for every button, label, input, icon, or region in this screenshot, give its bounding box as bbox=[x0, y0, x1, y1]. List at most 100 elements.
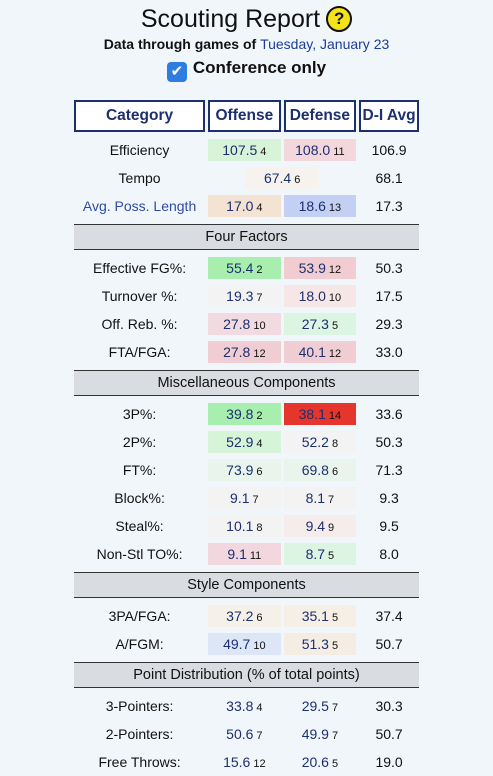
defense-cell: 51.3 5 bbox=[283, 630, 357, 658]
offense-value: 49.7 bbox=[223, 636, 251, 652]
offense-value: 17.0 bbox=[226, 198, 254, 214]
table-header-row: Category Offense Defense D-I Avg bbox=[74, 100, 419, 132]
tempo-rank: 6 bbox=[294, 174, 301, 186]
defense-rank: 12 bbox=[328, 264, 342, 276]
d1-avg-value: 50.7 bbox=[375, 726, 403, 742]
defense-value-box: 108.0 11 bbox=[283, 139, 357, 161]
d1-avg-value: 71.3 bbox=[375, 462, 403, 478]
defense-value-box: 20.6 5 bbox=[283, 751, 357, 773]
defense-cell: 108.0 11 bbox=[283, 136, 357, 164]
offense-cell: 73.9 6 bbox=[208, 456, 281, 484]
subtitle-date-link[interactable]: Tuesday, January 23 bbox=[260, 36, 390, 52]
section-header-row: Style Components bbox=[74, 572, 419, 598]
offense-value: 27.8 bbox=[223, 344, 251, 360]
offense-cell: 10.1 8 bbox=[208, 512, 281, 540]
defense-value: 51.3 bbox=[301, 636, 329, 652]
table-row: Free Throws: 15.6 12 20.6 5 19.0 bbox=[74, 748, 419, 776]
table-row: FT%: 73.9 6 69.8 6 71.3 bbox=[74, 456, 419, 484]
defense-value: 29.5 bbox=[301, 698, 329, 714]
row-label: A/FGM: bbox=[115, 636, 164, 652]
defense-value-box: 38.1 14 bbox=[283, 403, 357, 425]
defense-value-box: 29.5 7 bbox=[283, 695, 357, 717]
offense-value-box: 33.8 4 bbox=[208, 695, 281, 717]
offense-value: 9.1 bbox=[230, 490, 250, 506]
offense-rank: 2 bbox=[256, 410, 263, 422]
defense-cell: 8.7 5 bbox=[283, 540, 357, 568]
offense-value: 27.8 bbox=[223, 316, 251, 332]
data-through-subtitle: Data through games of Tuesday, January 2… bbox=[0, 36, 493, 52]
checkbox-checked-icon[interactable]: ✔ bbox=[166, 62, 187, 82]
row-label[interactable]: Avg. Poss. Length bbox=[82, 198, 197, 214]
offense-value-box: 17.0 4 bbox=[208, 195, 281, 217]
column-header-defense[interactable]: Defense bbox=[283, 100, 357, 132]
row-label: Steal%: bbox=[115, 518, 164, 534]
defense-cell: 29.5 7 bbox=[283, 692, 357, 720]
defense-cell: 18.0 10 bbox=[283, 282, 357, 310]
defense-value: 40.1 bbox=[298, 344, 326, 360]
defense-value: 8.7 bbox=[305, 546, 326, 562]
defense-cell: 35.1 5 bbox=[283, 602, 357, 630]
offense-cell: 50.6 7 bbox=[208, 720, 281, 748]
section-header-row: Four Factors bbox=[74, 224, 419, 250]
column-header-category[interactable]: Category bbox=[74, 100, 206, 132]
d1-avg-value: 19.0 bbox=[375, 754, 403, 770]
subtitle-prefix: Data through games of bbox=[103, 36, 257, 52]
defense-rank: 5 bbox=[331, 320, 339, 332]
offense-value: 50.6 bbox=[226, 726, 254, 742]
offense-value-box: 27.8 12 bbox=[208, 341, 281, 363]
defense-rank: 5 bbox=[328, 550, 335, 562]
row-label: Non-Stl TO%: bbox=[96, 546, 183, 562]
row-label: Effective FG%: bbox=[93, 260, 187, 276]
row-label: 3-Pointers: bbox=[105, 698, 174, 714]
defense-value: 49.9 bbox=[301, 726, 329, 742]
defense-cell: 49.9 7 bbox=[283, 720, 357, 748]
defense-value: 69.8 bbox=[301, 462, 329, 478]
tempo-value-box: 67.4 6 bbox=[245, 167, 320, 189]
table-row: FTA/FGA: 27.8 12 40.1 12 33.0 bbox=[74, 338, 419, 366]
defense-value: 108.0 bbox=[295, 142, 331, 158]
help-icon[interactable]: ? bbox=[326, 6, 353, 32]
defense-rank: 11 bbox=[333, 146, 345, 158]
defense-rank: 5 bbox=[331, 640, 339, 652]
defense-value-box: 49.9 7 bbox=[283, 723, 357, 745]
table-row: 3P%: 39.8 2 38.1 14 33.6 bbox=[74, 400, 419, 428]
defense-rank: 6 bbox=[331, 466, 339, 478]
defense-rank: 12 bbox=[328, 348, 342, 360]
offense-cell: 9.1 7 bbox=[208, 484, 281, 512]
offense-value: 19.3 bbox=[226, 288, 254, 304]
row-label: Block%: bbox=[114, 490, 165, 506]
section-title: Point Distribution (% of total points) bbox=[74, 662, 419, 688]
defense-rank: 10 bbox=[328, 292, 342, 304]
offense-cell: 15.6 12 bbox=[208, 748, 281, 776]
table-row: Block%: 9.1 7 8.1 7 9.3 bbox=[74, 484, 419, 512]
defense-value-box: 52.2 8 bbox=[283, 431, 357, 453]
d1-avg-value: 30.3 bbox=[375, 698, 403, 714]
offense-rank: 4 bbox=[256, 702, 263, 714]
offense-cell: 17.0 4 bbox=[208, 192, 281, 220]
defense-cell: 52.2 8 bbox=[283, 428, 357, 456]
offense-rank: 10 bbox=[253, 640, 266, 652]
offense-rank: 10 bbox=[253, 320, 266, 332]
section-title: Four Factors bbox=[74, 224, 419, 250]
d1-avg-value: 8.0 bbox=[379, 546, 399, 562]
defense-cell: 20.6 5 bbox=[283, 748, 357, 776]
d1-avg-value: 29.3 bbox=[375, 316, 403, 332]
offense-value: 107.5 bbox=[222, 142, 258, 158]
table-row: Non-Stl TO%: 9.1 11 8.7 5 8.0 bbox=[74, 540, 419, 568]
offense-value-box: 9.1 11 bbox=[208, 543, 281, 565]
offense-cell: 55.4 2 bbox=[208, 254, 281, 282]
offense-rank: 4 bbox=[260, 146, 267, 158]
row-label: Off. Reb. %: bbox=[101, 316, 178, 332]
conference-only-toggle[interactable]: ✔ Conference only bbox=[0, 58, 493, 82]
defense-value: 18.6 bbox=[298, 198, 326, 214]
offense-cell: 27.8 10 bbox=[208, 310, 281, 338]
defense-rank: 7 bbox=[331, 702, 339, 714]
column-header-offense[interactable]: Offense bbox=[208, 100, 281, 132]
offense-cell: 19.3 7 bbox=[208, 282, 281, 310]
offense-value-box: 15.6 12 bbox=[208, 751, 281, 773]
offense-value-box: 52.9 4 bbox=[208, 431, 281, 453]
table-row: Efficiency 107.5 4 108.0 11 106.9 bbox=[74, 136, 419, 164]
column-header-avg[interactable]: D-I Avg bbox=[359, 100, 419, 132]
d1-avg-value: 50.3 bbox=[375, 260, 403, 276]
defense-value: 27.3 bbox=[301, 316, 329, 332]
